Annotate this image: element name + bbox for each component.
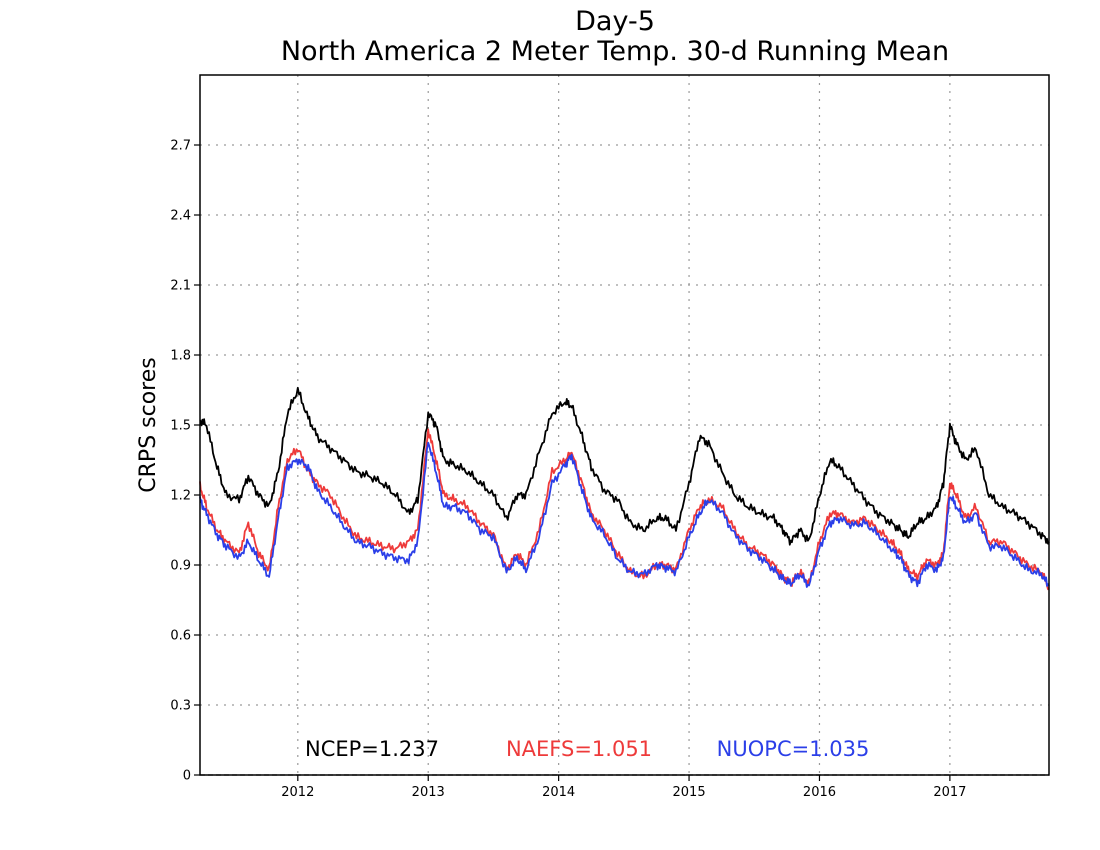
x-tick-label: 2014 (542, 785, 575, 800)
legend-item-ncep: NCEP=1.237 (305, 737, 439, 761)
chart-subtitle: North America 2 Meter Temp. 30-d Running… (281, 36, 949, 67)
x-tick-label: 2012 (281, 785, 314, 800)
y-tick-label: 1.2 (170, 489, 191, 504)
y-tick-label: 1.8 (170, 349, 191, 364)
y-axis-ticks: 0 0.3 0.6 0.9 1.2 1.5 1.8 2.1 2.4 2.7 (170, 139, 200, 784)
x-tick-label: 2015 (673, 785, 706, 800)
y-tick-label: 2.1 (170, 279, 191, 294)
y-tick-label: 2.7 (170, 139, 191, 154)
y-tick-label: 0 (183, 769, 191, 784)
y-tick-label: 1.5 (170, 419, 191, 434)
x-tick-label: 2013 (412, 785, 445, 800)
x-tick-label: 2016 (803, 785, 836, 800)
legend: NCEP=1.237 NAEFS=1.051 NUOPC=1.035 (305, 737, 869, 761)
x-tick-label: 2017 (933, 785, 966, 800)
gridlines (200, 75, 1049, 776)
chart-title: Day-5 (575, 6, 655, 37)
y-tick-label: 0.9 (170, 559, 191, 574)
legend-item-nuopc: NUOPC=1.035 (717, 737, 870, 761)
y-axis-label: CRPS scores (136, 357, 161, 492)
series-line-nuopc (199, 441, 1050, 588)
x-axis-ticks: 2012 2013 2014 2015 2016 2017 (281, 775, 966, 800)
y-tick-label: 0.6 (170, 629, 191, 644)
legend-item-naefs: NAEFS=1.051 (506, 737, 652, 761)
y-tick-label: 2.4 (170, 209, 191, 224)
series-lines (199, 386, 1050, 591)
series-line-ncep (199, 386, 1050, 546)
series-line-naefs (199, 428, 1050, 591)
y-tick-label: 0.3 (170, 699, 191, 714)
